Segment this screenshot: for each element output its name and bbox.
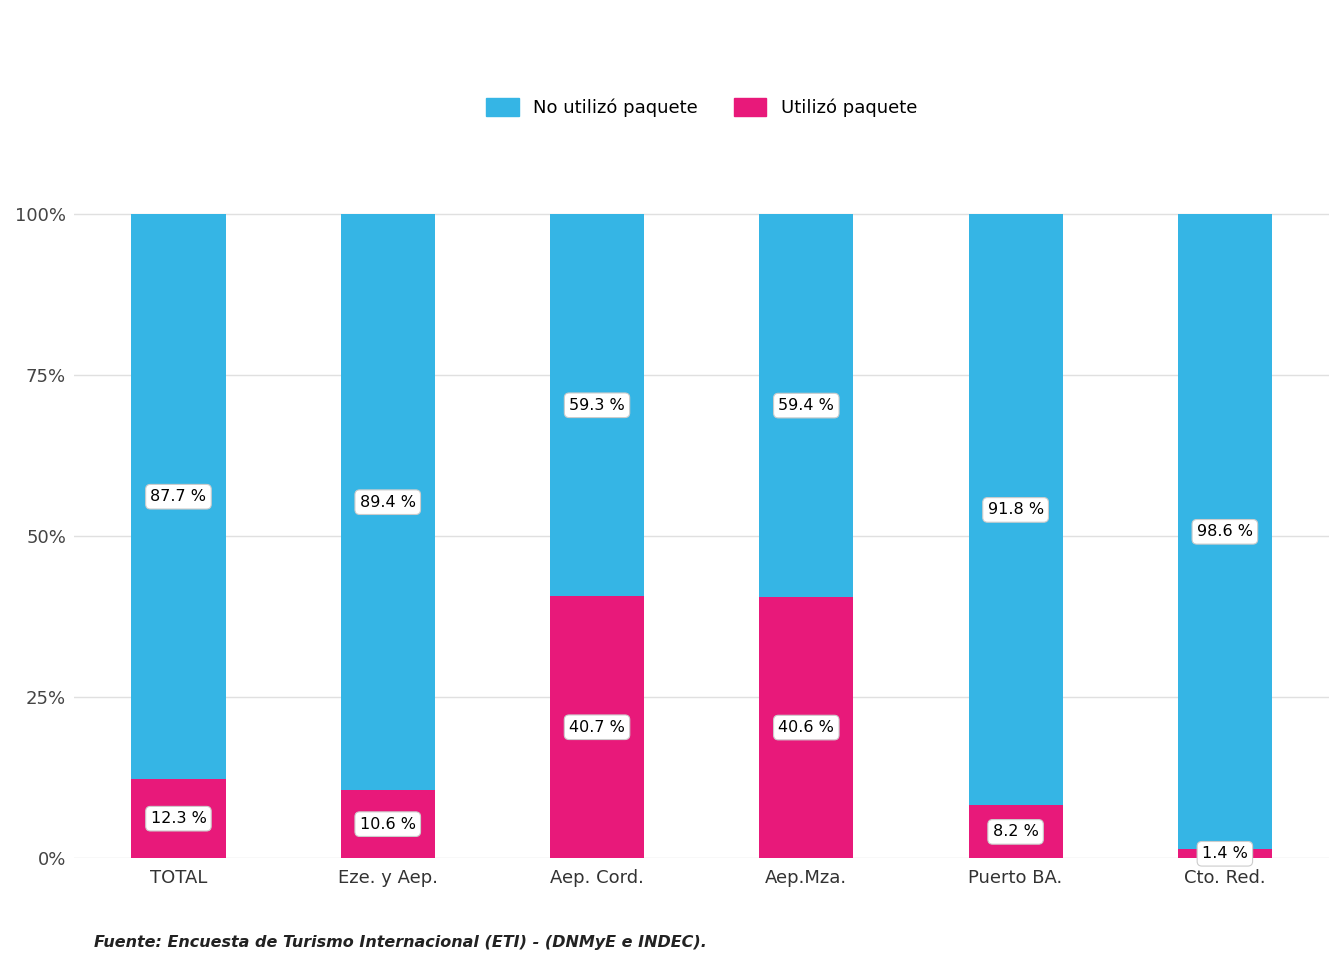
Text: 89.4 %: 89.4 % [360, 494, 415, 510]
Bar [969, 805, 1063, 858]
Text: 59.4 %: 59.4 % [778, 398, 835, 413]
Text: 1.4 %: 1.4 % [1202, 847, 1247, 861]
Bar [759, 214, 853, 597]
Text: 40.6 %: 40.6 % [778, 720, 835, 735]
Bar [340, 790, 435, 858]
Bar [969, 214, 1063, 805]
Bar [550, 596, 644, 858]
Bar [1177, 850, 1271, 858]
Text: 12.3 %: 12.3 % [151, 811, 207, 827]
Legend: No utilizó paquete, Utilizó paquete: No utilizó paquete, Utilizó paquete [477, 88, 926, 126]
Bar [132, 780, 226, 858]
Text: 8.2 %: 8.2 % [993, 825, 1039, 839]
Bar [550, 214, 644, 596]
Text: Fuente: Encuesta de Turismo Internacional (ETI) - (DNMyE e INDEC).: Fuente: Encuesta de Turismo Internaciona… [94, 935, 707, 950]
Bar [340, 214, 435, 790]
Bar [1177, 214, 1271, 850]
Text: 98.6 %: 98.6 % [1198, 524, 1253, 540]
Bar [132, 214, 226, 780]
Text: 10.6 %: 10.6 % [360, 817, 415, 831]
Text: 91.8 %: 91.8 % [988, 502, 1044, 517]
Text: 40.7 %: 40.7 % [569, 720, 625, 734]
Text: 59.3 %: 59.3 % [569, 397, 625, 413]
Text: 87.7 %: 87.7 % [151, 490, 207, 504]
Bar [759, 597, 853, 858]
